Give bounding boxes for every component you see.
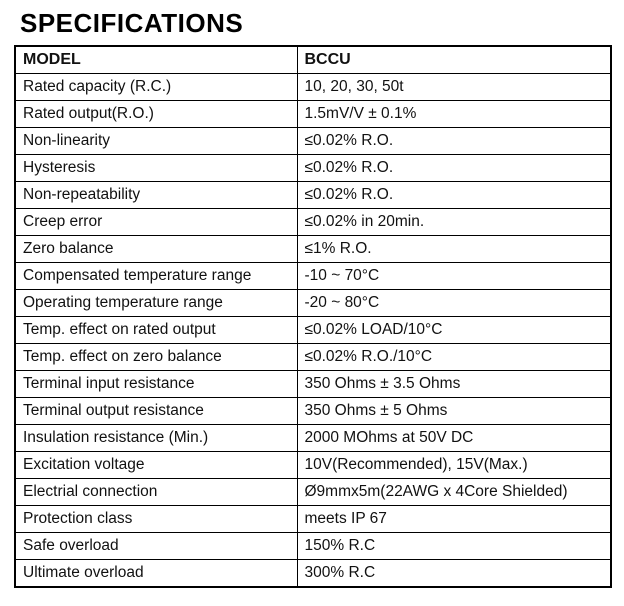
spec-label: Terminal input resistance xyxy=(14,370,298,398)
table-row: Hysteresis ≤0.02% R.O. xyxy=(14,154,612,182)
spec-label: Creep error xyxy=(14,208,298,236)
header-model-value: BCCU xyxy=(296,45,612,74)
spec-value: 300% R.C xyxy=(296,559,612,588)
spec-value: 350 Ohms ± 3.5 Ohms xyxy=(296,370,612,398)
spec-label: Non-linearity xyxy=(14,127,298,155)
spec-value: 10V(Recommended), 15V(Max.) xyxy=(296,451,612,479)
spec-label: Insulation resistance (Min.) xyxy=(14,424,298,452)
table-header-row: MODEL BCCU xyxy=(14,45,612,74)
table-row: Ultimate overload 300% R.C xyxy=(14,559,612,588)
spec-value: Ø9mmx5m(22AWG x 4Core Shielded) xyxy=(296,478,612,506)
table-row: Insulation resistance (Min.) 2000 MOhms a… xyxy=(14,424,612,452)
table-row: Rated capacity (R.C.) 10, 20, 30, 50t xyxy=(14,73,612,101)
spec-label: Excitation voltage xyxy=(14,451,298,479)
spec-label: Temp. effect on rated output xyxy=(14,316,298,344)
spec-value: ≤0.02% R.O. xyxy=(296,181,612,209)
spec-label: Protection class xyxy=(14,505,298,533)
spec-label: Terminal output resistance xyxy=(14,397,298,425)
table-row: Non-repeatability ≤0.02% R.O. xyxy=(14,181,612,209)
table-row: Temp. effect on zero balance ≤0.02% R.O./… xyxy=(14,343,612,371)
spec-label: Electrial connection xyxy=(14,478,298,506)
table-row: Rated output(R.O.) 1.5mV/V ± 0.1% xyxy=(14,100,612,128)
table-row: Zero balance ≤1% R.O. xyxy=(14,235,612,263)
table-row: Terminal input resistance 350 Ohms ± 3.5 … xyxy=(14,370,612,398)
table-row: Excitation voltage 10V(Recommended), 15V(… xyxy=(14,451,612,479)
spec-value: ≤0.02% R.O./10°C xyxy=(296,343,612,371)
spec-value: -10 ~ 70°C xyxy=(296,262,612,290)
spec-value: 2000 MOhms at 50V DC xyxy=(296,424,612,452)
table-row: Creep error ≤0.02% in 20min. xyxy=(14,208,612,236)
spec-label: Non-repeatability xyxy=(14,181,298,209)
spec-value: 10, 20, 30, 50t xyxy=(296,73,612,101)
spec-value: ≤0.02% in 20min. xyxy=(296,208,612,236)
spec-value: 350 Ohms ± 5 Ohms xyxy=(296,397,612,425)
spec-value: meets IP 67 xyxy=(296,505,612,533)
spec-label: Compensated temperature range xyxy=(14,262,298,290)
table-row: Terminal output resistance 350 Ohms ± 5 O… xyxy=(14,397,612,425)
spec-label: Ultimate overload xyxy=(14,559,298,588)
spec-value: ≤0.02% R.O. xyxy=(296,127,612,155)
spec-value: 150% R.C xyxy=(296,532,612,560)
page-title: SPECIFICATIONS xyxy=(20,8,244,38)
spec-label: Temp. effect on zero balance xyxy=(14,343,298,371)
spec-label: Safe overload xyxy=(14,532,298,560)
table-row: Protection class meets IP 67 xyxy=(14,505,612,533)
table-row: Non-linearity ≤0.02% R.O. xyxy=(14,127,612,155)
table-row: Electrial connection Ø9mmx5m(22AWG x 4Cor… xyxy=(14,478,612,506)
spec-label: Hysteresis xyxy=(14,154,298,182)
spec-value: ≤0.02% R.O. xyxy=(296,154,612,182)
table-row: Temp. effect on rated output ≤0.02% LOAD/… xyxy=(14,316,612,344)
spec-value: 1.5mV/V ± 0.1% xyxy=(296,100,612,128)
table-row: Safe overload 150% R.C xyxy=(14,532,612,560)
spec-label: Rated output(R.O.) xyxy=(14,100,298,128)
spec-value: -20 ~ 80°C xyxy=(296,289,612,317)
spec-label: Rated capacity (R.C.) xyxy=(14,73,298,101)
header-model: MODEL xyxy=(14,45,298,74)
spec-label: Zero balance xyxy=(14,235,298,263)
spec-value: ≤1% R.O. xyxy=(296,235,612,263)
table-row: Operating temperature range -20 ~ 80°C xyxy=(14,289,612,317)
specifications-table: MODEL BCCU Rated capacity (R.C.) 10, 20, … xyxy=(14,45,612,588)
table-row: Compensated temperature range -10 ~ 70°C xyxy=(14,262,612,290)
spec-label: Operating temperature range xyxy=(14,289,298,317)
table-body: Rated capacity (R.C.) 10, 20, 30, 50t Rate… xyxy=(14,73,612,588)
spec-value: ≤0.02% LOAD/10°C xyxy=(296,316,612,344)
